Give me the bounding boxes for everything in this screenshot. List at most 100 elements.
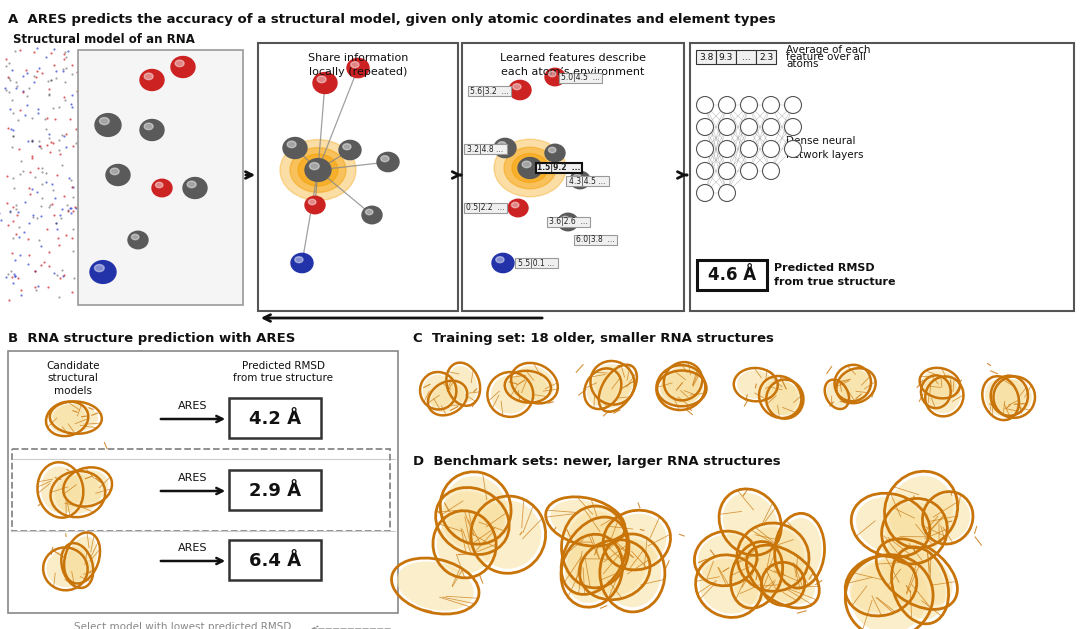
Point: [8, 83, 25, 93]
Point: [9, 114, 26, 125]
Circle shape: [697, 118, 714, 135]
Point: [83, 49, 100, 59]
Ellipse shape: [566, 511, 625, 583]
Point: [32, 143, 50, 153]
Point: [46, 114, 64, 124]
Ellipse shape: [291, 148, 346, 192]
Text: from true structure: from true structure: [774, 277, 895, 287]
Text: Dense neural: Dense neural: [786, 136, 855, 146]
Ellipse shape: [99, 118, 109, 125]
Point: [42, 137, 59, 147]
Ellipse shape: [607, 514, 666, 566]
Point: [24, 136, 41, 147]
Point: [33, 193, 51, 203]
Point: [19, 218, 37, 228]
Point: [33, 167, 51, 177]
Point: [49, 170, 66, 181]
Point: [53, 265, 70, 275]
Ellipse shape: [347, 58, 369, 77]
Ellipse shape: [565, 538, 619, 603]
FancyBboxPatch shape: [536, 163, 582, 173]
Point: [89, 248, 106, 258]
FancyBboxPatch shape: [735, 50, 756, 64]
Point: [53, 160, 70, 170]
Point: [28, 187, 45, 197]
Ellipse shape: [171, 57, 195, 77]
Circle shape: [697, 96, 714, 113]
Point: [65, 272, 82, 282]
Point: [51, 273, 68, 283]
Point: [64, 246, 81, 256]
Point: [52, 213, 69, 223]
FancyBboxPatch shape: [468, 86, 511, 96]
Point: [62, 203, 79, 213]
Circle shape: [718, 118, 735, 135]
Circle shape: [741, 162, 757, 179]
Text: C  Training set: 18 older, smaller RNA structures: C Training set: 18 older, smaller RNA st…: [413, 332, 774, 345]
Ellipse shape: [850, 559, 913, 612]
Circle shape: [741, 140, 757, 157]
Point: [81, 125, 98, 135]
Point: [15, 87, 32, 97]
Ellipse shape: [562, 216, 569, 222]
Point: [0, 72, 16, 82]
Point: [45, 44, 63, 54]
Point: [39, 76, 56, 86]
Point: [57, 142, 75, 152]
Point: [19, 136, 37, 146]
Point: [93, 160, 110, 170]
Point: [91, 192, 108, 202]
Point: [63, 208, 80, 218]
Point: [51, 240, 68, 250]
Point: [40, 247, 57, 257]
Point: [40, 261, 57, 271]
Text: 1.5|9.2  ...: 1.5|9.2 ...: [538, 164, 581, 172]
FancyBboxPatch shape: [546, 217, 590, 227]
Ellipse shape: [573, 174, 581, 180]
Point: [10, 232, 27, 242]
Ellipse shape: [545, 69, 565, 86]
Ellipse shape: [549, 71, 556, 77]
Point: [76, 133, 93, 143]
Ellipse shape: [588, 372, 619, 406]
Point: [77, 104, 94, 114]
Ellipse shape: [90, 260, 116, 284]
Point: [18, 100, 36, 110]
Point: [32, 201, 50, 211]
FancyBboxPatch shape: [756, 50, 777, 64]
Point: [48, 73, 65, 83]
Point: [53, 130, 70, 140]
Point: [76, 177, 93, 187]
Point: [28, 213, 45, 223]
Circle shape: [718, 96, 735, 113]
Circle shape: [697, 162, 714, 179]
Point: [14, 86, 31, 96]
Point: [45, 268, 63, 278]
Point: [28, 72, 45, 82]
Point: [5, 182, 23, 192]
Text: 2.3: 2.3: [759, 52, 773, 62]
Point: [56, 77, 73, 87]
Circle shape: [697, 184, 714, 201]
Point: [65, 192, 82, 203]
Point: [30, 64, 48, 74]
Point: [79, 232, 96, 242]
Text: 6.4 Å: 6.4 Å: [248, 552, 301, 570]
Point: [4, 201, 22, 211]
Point: [17, 65, 35, 75]
Point: [12, 156, 29, 166]
Text: 4.6 Å: 4.6 Å: [707, 266, 756, 284]
Point: [76, 133, 93, 143]
Point: [18, 68, 36, 78]
Ellipse shape: [602, 368, 634, 408]
Point: [40, 133, 57, 143]
Point: [5, 269, 23, 279]
Point: [22, 189, 39, 199]
Point: [51, 103, 68, 113]
Point: [41, 147, 58, 157]
Point: [8, 230, 25, 240]
Point: [4, 125, 22, 135]
Point: [77, 153, 94, 164]
Point: [11, 250, 28, 260]
Text: Predicted RMSD: Predicted RMSD: [774, 263, 875, 273]
